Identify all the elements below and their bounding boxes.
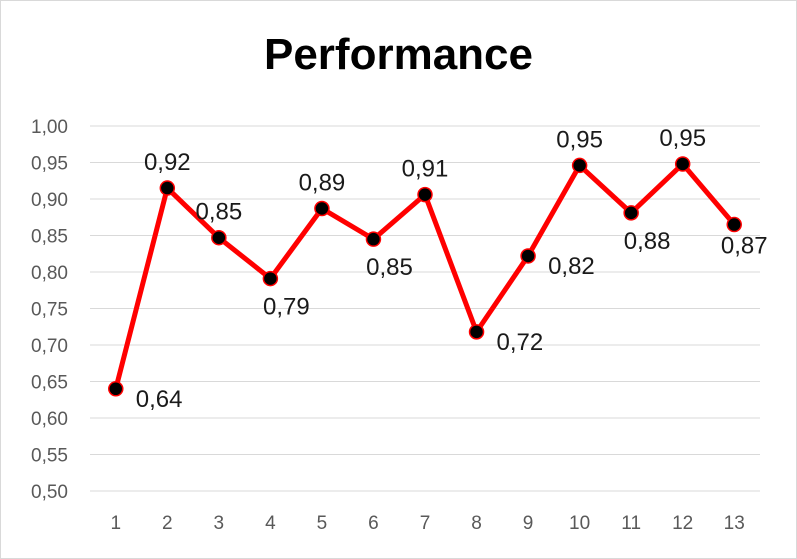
x-tick-label: 8 — [471, 513, 482, 534]
data-point — [726, 216, 742, 233]
data-label: 0,87 — [721, 233, 768, 260]
x-tick-label: 4 — [265, 513, 276, 534]
data-point — [520, 248, 536, 264]
y-tick-label: 0,55 — [31, 446, 68, 467]
data-label: 0,95 — [556, 126, 603, 153]
data-point — [365, 231, 382, 247]
data-point — [623, 205, 639, 221]
data-point — [108, 381, 124, 397]
data-point — [159, 180, 176, 196]
data-point — [262, 270, 279, 287]
data-point — [417, 186, 433, 203]
y-tick-label: 0,65 — [31, 373, 68, 394]
gridlines — [90, 125, 760, 492]
x-tick-label: 11 — [621, 513, 641, 534]
data-label: 0,85 — [195, 199, 242, 226]
y-tick-label: 0,90 — [31, 190, 68, 211]
data-label: 0,64 — [136, 386, 183, 413]
x-tick-label: 2 — [162, 513, 173, 534]
x-tick-label: 1 — [110, 513, 121, 534]
x-tick-label: 9 — [523, 513, 534, 534]
y-tick-label: 0,70 — [31, 336, 68, 357]
data-label: 0,91 — [402, 156, 449, 183]
data-points — [108, 156, 742, 397]
data-label: 0,72 — [497, 329, 544, 356]
x-tick-label: 6 — [368, 513, 379, 534]
x-tick-label: 13 — [724, 513, 745, 534]
data-label: 0,88 — [624, 228, 671, 255]
x-tick-label: 12 — [672, 513, 693, 534]
x-tick-label: 7 — [420, 513, 431, 534]
data-label: 0,82 — [548, 253, 595, 280]
x-tick-label: 10 — [569, 513, 590, 534]
data-labels: 0,640,920,850,790,890,850,910,720,820,95… — [136, 125, 768, 413]
data-label: 0,95 — [659, 125, 706, 152]
y-tick-label: 0,60 — [31, 409, 68, 430]
data-point — [571, 157, 588, 174]
chart-title: Performance — [263, 30, 533, 79]
data-point — [674, 156, 691, 172]
y-axis-ticks: 0,50 0,55 0,60 0,65 0,70 0,75 0,80 0,85 0,90 0,95… — [31, 117, 68, 503]
x-tick-label: 5 — [317, 513, 328, 534]
x-axis-ticks: 1 2 3 4 5 6 7 8 9 10 11 12 13 — [110, 513, 744, 534]
data-label: 0,89 — [299, 169, 346, 196]
y-tick-label: 0,95 — [31, 154, 68, 175]
data-point — [211, 229, 227, 246]
data-label: 0,79 — [263, 294, 310, 321]
y-tick-label: 0,50 — [31, 482, 68, 503]
y-tick-label: 0,85 — [31, 227, 68, 248]
x-tick-label: 3 — [214, 513, 225, 534]
y-tick-label: 1,00 — [31, 117, 68, 138]
data-point — [468, 324, 485, 340]
data-point — [314, 200, 330, 217]
y-tick-label: 0,80 — [31, 263, 68, 284]
data-label: 0,85 — [366, 254, 413, 281]
data-label: 0,92 — [144, 149, 191, 176]
y-tick-label: 0,75 — [31, 300, 68, 321]
